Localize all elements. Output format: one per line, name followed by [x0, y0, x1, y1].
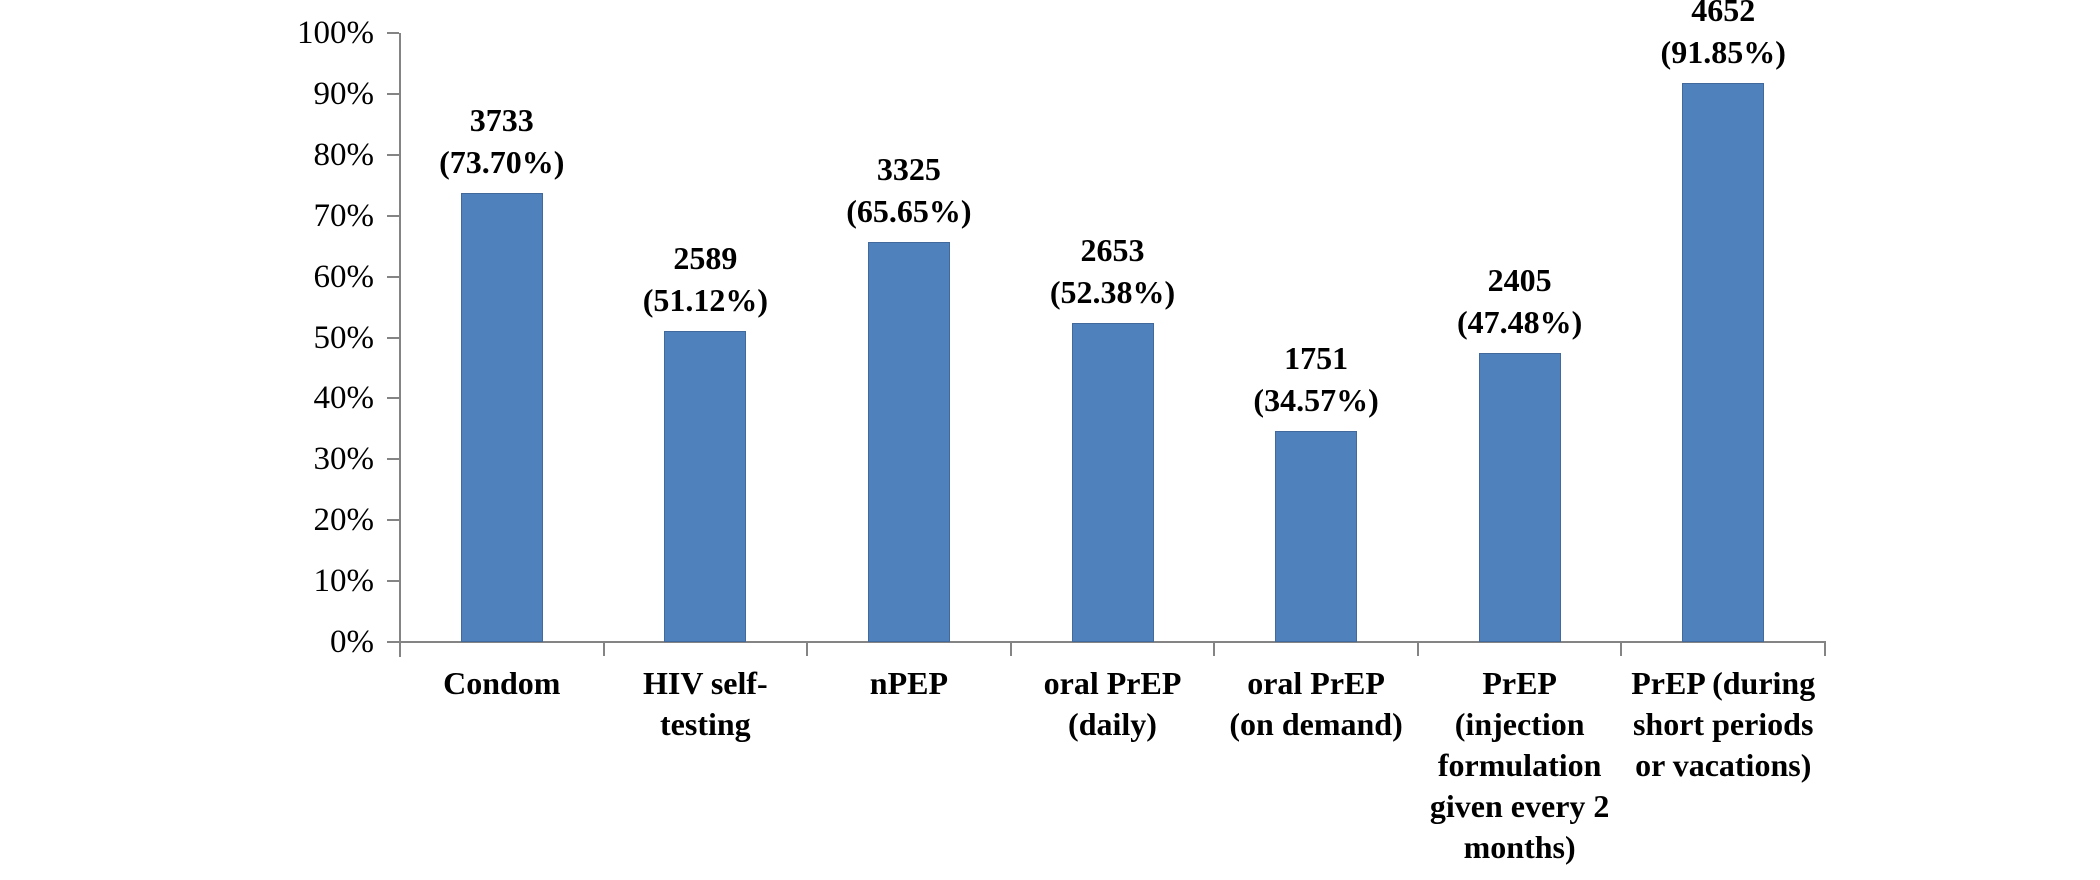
- bar-value-label-line: (91.85%): [1660, 33, 1786, 70]
- x-axis-tick: [1824, 641, 1826, 656]
- y-axis-tick: [387, 153, 399, 156]
- bar-6: [1478, 352, 1561, 642]
- y-axis-tick: [387, 397, 399, 400]
- bar-value-label-line: (73.70%): [439, 144, 565, 181]
- category-label-line: PrEP: [1482, 665, 1557, 701]
- y-tick-label: 20%: [313, 502, 375, 539]
- category-label-line: oral PrEP: [1043, 665, 1182, 701]
- y-axis-tick: [387, 641, 399, 643]
- bar-value-label-line: (51.12%): [642, 281, 768, 318]
- y-tick-label: 90%: [313, 75, 375, 112]
- y-tick-label: 100%: [297, 15, 374, 51]
- category-label-6: PrEP (injection formulation given every 2 mo…: [1400, 663, 1640, 868]
- category-label-line: oral PrEP: [1247, 665, 1385, 701]
- bar-value-label-3: 3325 (65.65%): [749, 148, 1069, 232]
- bar-value-label-4: 2653 (52.38%): [953, 229, 1273, 313]
- category-label-line: short periods: [1632, 706, 1814, 742]
- bar-3: [867, 242, 950, 642]
- y-axis-tick: [387, 32, 399, 34]
- bar-value-label-7: 4652 (91.85%): [1563, 0, 1883, 73]
- y-axis-tick: [387, 580, 399, 583]
- category-label-7: PrEP (during short periods or vacations): [1603, 663, 1843, 786]
- y-axis-tick: [387, 92, 399, 95]
- y-tick-label: 50%: [313, 319, 375, 356]
- category-label-line: nPEP: [869, 665, 949, 701]
- y-tick-label: 30%: [313, 441, 375, 478]
- category-label-line: or vacations): [1635, 747, 1812, 783]
- bar-value-label-line: 2653: [1080, 232, 1145, 268]
- category-label-line: testing: [660, 706, 751, 742]
- bar-5: [1275, 431, 1358, 642]
- bar-value-label-line: 2405: [1487, 261, 1552, 298]
- x-axis-tick: [602, 641, 605, 656]
- y-tick-label: 70%: [313, 197, 375, 234]
- category-label-2: HIV self-testing: [585, 663, 825, 745]
- bar-value-label-line: 3325: [876, 151, 941, 188]
- y-tick-label: 60%: [313, 258, 375, 295]
- x-axis-tick: [1620, 641, 1623, 656]
- bar-7: [1682, 82, 1765, 642]
- bar-value-label-line: 1751: [1284, 340, 1349, 377]
- category-label-line: Condom: [443, 665, 561, 701]
- category-label-4: oral PrEP (daily): [993, 663, 1233, 745]
- bar-value-label-6: 2405 (47.48%): [1360, 259, 1680, 343]
- category-label-line: (injection: [1454, 706, 1585, 742]
- category-label-line: given every 2: [1429, 788, 1610, 824]
- x-axis-tick: [806, 641, 809, 656]
- bar-value-label-5: 1751 (34.57%): [1156, 337, 1476, 421]
- bar-1: [460, 193, 543, 642]
- category-label-line: (daily): [1068, 706, 1157, 742]
- x-axis-tick: [1416, 641, 1419, 656]
- x-axis-line: [399, 641, 1826, 643]
- bar-value-label-line: 4652: [1691, 0, 1756, 28]
- category-label-5: oral PrEP (on demand): [1196, 663, 1436, 745]
- bar-value-label-1: 3733 (73.70%): [342, 99, 662, 183]
- bar-value-label-line: (47.48%): [1456, 303, 1583, 340]
- y-tick-label: 10%: [313, 563, 375, 600]
- bar-value-label-line: (52.38%): [1049, 274, 1176, 310]
- y-tick-label: 80%: [313, 136, 375, 173]
- bar-4: [1071, 323, 1154, 642]
- category-label-1: Condom: [382, 663, 622, 704]
- category-label-3: nPEP: [789, 663, 1029, 704]
- category-label-line: (on demand): [1229, 706, 1403, 742]
- category-label-line: HIV self-: [642, 665, 768, 701]
- bar-value-label-line: (34.57%): [1253, 382, 1379, 419]
- bar-value-label-line: 2589: [673, 239, 738, 276]
- category-label-line: formulation: [1437, 747, 1602, 783]
- bar-2: [664, 330, 747, 642]
- y-tick-label: 40%: [313, 380, 375, 417]
- category-label-line: months): [1463, 829, 1576, 865]
- y-axis-tick: [387, 275, 399, 278]
- y-axis-tick: [387, 336, 399, 339]
- y-axis-line: [399, 33, 401, 657]
- y-tick-label: 0%: [330, 624, 374, 660]
- bar-value-label-2: 2589 (51.12%): [545, 237, 865, 321]
- y-axis-tick: [387, 519, 399, 522]
- y-axis-tick: [387, 214, 399, 217]
- category-label-line: PrEP (during: [1631, 665, 1816, 701]
- x-axis-tick: [1213, 641, 1216, 656]
- bar-value-label-line: 3733: [469, 102, 534, 139]
- y-axis-tick: [387, 458, 399, 461]
- bar-value-label-line: (65.65%): [846, 193, 972, 230]
- x-axis-tick: [1009, 641, 1012, 656]
